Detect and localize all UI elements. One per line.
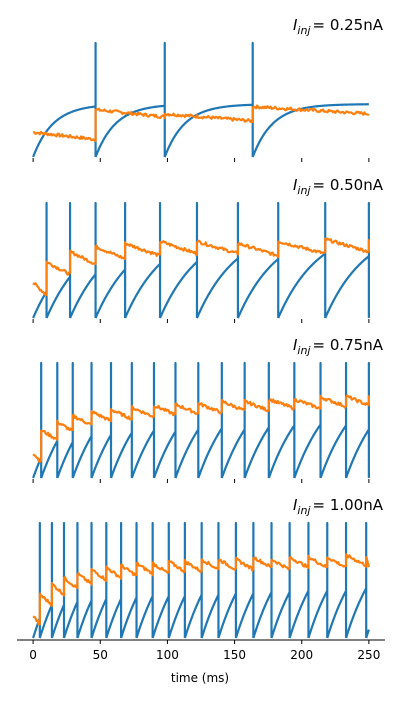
x-tick-label: 150 [223,648,246,662]
title-symbol: I [293,16,298,34]
title-value: = 0.25nA [312,16,383,34]
title-subscript: inj [297,184,311,197]
panel-2: Iinj = 0.50nA [32,176,384,323]
membrane-trace [32,41,370,158]
title-subscript: inj [297,24,311,37]
x-tick-label: 100 [156,648,179,662]
x-tick-label: 250 [357,648,380,662]
title-symbol: I [293,336,298,354]
panel-title: Iinj = 1.00nA [293,496,384,517]
title-symbol: I [293,176,298,194]
adaptation-trace [32,237,370,297]
title-subscript: inj [297,504,311,517]
adaptation-trace [32,394,370,463]
x-tick-label: 200 [290,648,313,662]
title-subscript: inj [297,344,311,357]
membrane-trace [32,201,370,319]
membrane-trace [32,521,370,639]
title-symbol: I [293,496,298,514]
panel-title: Iinj = 0.50nA [293,176,384,197]
adaptation-trace [33,104,370,142]
x-axis-label: time (ms) [171,671,229,685]
panel-4: Iinj = 1.00nA 0 50 100 150 200 250 time (ms) [17,496,385,685]
x-tick-label: 0 [29,648,37,662]
adaptation-trace [32,553,370,626]
panel-3: Iinj = 0.75nA [32,336,384,483]
title-value: = 0.75nA [312,336,383,354]
title-value: = 1.00nA [312,496,383,514]
panel-title: Iinj = 0.25nA [293,16,384,37]
title-value: = 0.50nA [312,176,383,194]
x-tick-label: 50 [93,648,108,662]
panel-1: Iinj = 0.25nA [32,16,384,162]
panel-title: Iinj = 0.75nA [293,336,384,357]
membrane-trace [32,361,370,479]
